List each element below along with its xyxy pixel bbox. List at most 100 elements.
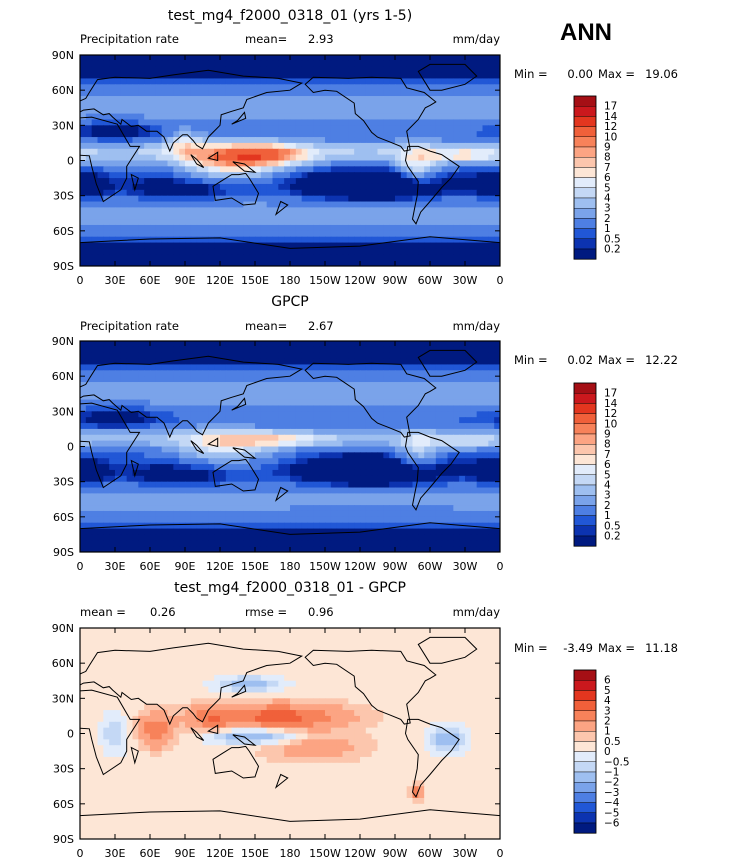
- field-cell: [196, 346, 204, 354]
- field-cell: [330, 452, 338, 459]
- field-cell: [325, 195, 332, 203]
- field-cell: [441, 358, 449, 366]
- field-cell: [447, 154, 454, 162]
- field-cell: [126, 96, 134, 103]
- stat-label: mean=: [245, 32, 287, 46]
- field-cell: [272, 131, 279, 138]
- field-cell: [459, 254, 466, 261]
- field-cell: [482, 260, 489, 266]
- field-cell: [208, 341, 215, 348]
- field-cell: [435, 125, 443, 132]
- field-cell: [138, 137, 145, 144]
- field-cell: [167, 469, 174, 477]
- field-cell: [377, 172, 384, 179]
- field-cell: [430, 446, 437, 453]
- field-cell: [476, 66, 484, 74]
- field-cell: [330, 160, 338, 167]
- field-cell: [435, 101, 443, 109]
- field-cell: [377, 411, 384, 418]
- field-cell: [459, 125, 466, 132]
- field-cell: [301, 493, 309, 500]
- field-cell: [441, 452, 449, 459]
- field-cell: [383, 148, 390, 156]
- field-cell: [430, 254, 437, 261]
- field-cell: [290, 101, 297, 109]
- field-cell: [377, 142, 384, 150]
- field-cell: [295, 346, 303, 354]
- field-cell: [389, 387, 396, 395]
- field-cell: [150, 72, 157, 80]
- field-cell: [348, 113, 355, 121]
- field-cell: [307, 352, 314, 360]
- field-cell: [389, 96, 396, 103]
- field-cell: [167, 458, 174, 465]
- field-cell: [214, 393, 221, 401]
- field-cell: [453, 352, 460, 360]
- field-cell: [190, 248, 198, 255]
- field-cell: [476, 440, 484, 448]
- field-cell: [115, 382, 122, 389]
- field-cell: [435, 107, 443, 115]
- field-cell: [488, 195, 495, 203]
- field-cell: [243, 154, 250, 162]
- field-cell: [383, 242, 390, 250]
- field-cell: [307, 452, 314, 459]
- field-cell: [336, 78, 344, 85]
- field-cell: [167, 154, 174, 162]
- field-cell: [126, 213, 134, 220]
- colorbar-label: 2: [604, 213, 611, 225]
- field-cell: [482, 90, 489, 97]
- field-cell: [290, 183, 297, 191]
- field-cell: [272, 464, 279, 471]
- field-cell: [138, 260, 145, 266]
- field-cell: [371, 434, 379, 442]
- field-cell: [109, 154, 116, 162]
- field-cell: [109, 66, 116, 74]
- field-cell: [155, 213, 163, 220]
- field-cell: [132, 55, 139, 62]
- field-cell: [336, 166, 344, 173]
- field-cell: [161, 510, 169, 518]
- field-cell: [185, 113, 192, 121]
- field-cell: [430, 399, 437, 407]
- field-cell: [307, 178, 314, 185]
- field-cell: [470, 137, 478, 144]
- field-cell: [447, 405, 454, 412]
- field-cell: [109, 382, 116, 389]
- field-cell: [109, 207, 116, 214]
- field-cell: [430, 213, 437, 220]
- field-cell: [319, 493, 326, 500]
- field-cell: [260, 370, 268, 377]
- field-cell: [470, 487, 478, 494]
- field-cell: [196, 487, 204, 494]
- field-cell: [494, 60, 500, 68]
- field-cell: [120, 423, 128, 430]
- field-cell: [400, 452, 408, 459]
- field-cell: [465, 142, 472, 150]
- field-cell: [260, 66, 268, 74]
- field-cell: [249, 370, 256, 377]
- field-cell: [272, 487, 279, 494]
- field-cell: [138, 66, 145, 74]
- field-cell: [295, 464, 303, 471]
- field-cell: [144, 399, 151, 407]
- field-cell: [447, 341, 454, 348]
- field-cell: [260, 440, 268, 448]
- field-cell: [150, 423, 157, 430]
- field-cell: [115, 399, 122, 407]
- field-cell: [395, 417, 402, 424]
- field-cell: [400, 423, 408, 430]
- field-cell: [488, 213, 495, 220]
- field-cell: [307, 172, 314, 179]
- field-cell: [389, 475, 396, 483]
- field-cell: [290, 411, 297, 418]
- field-cell: [185, 66, 192, 74]
- field-cell: [470, 376, 478, 383]
- field-cell: [120, 72, 128, 80]
- field-cell: [494, 393, 500, 401]
- field-cell: [243, 411, 250, 418]
- field-cell: [120, 411, 128, 418]
- field-cell: [424, 516, 431, 524]
- field-cell: [377, 469, 384, 477]
- field-cell: [115, 417, 122, 424]
